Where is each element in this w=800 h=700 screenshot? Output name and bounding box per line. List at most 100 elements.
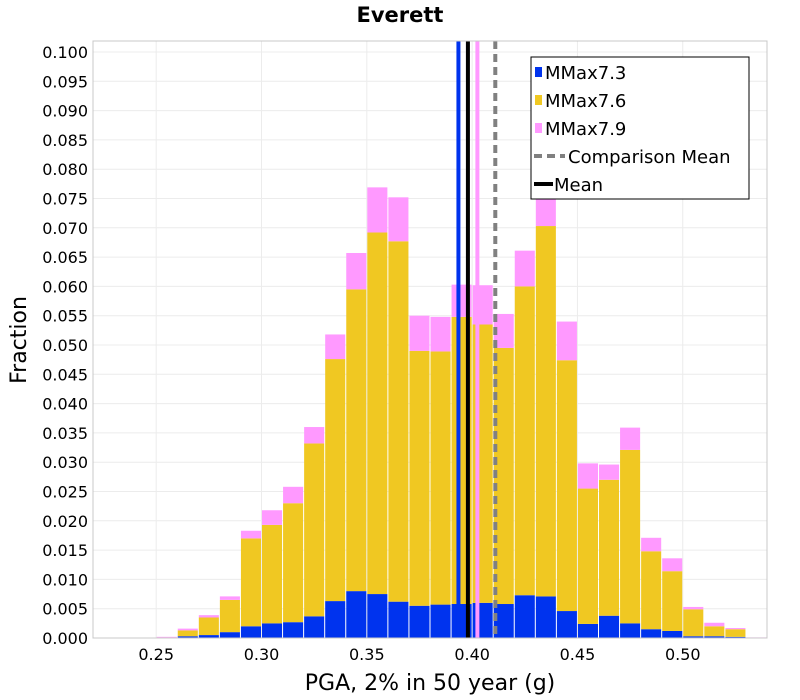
- bar-mmax7-3: [240, 626, 261, 638]
- bar-mmax7-6: [388, 241, 409, 602]
- bar-mmax7-9: [683, 606, 704, 610]
- bar-mmax7-3: [198, 635, 219, 638]
- legend-swatch: [535, 123, 542, 133]
- x-tick-label: 0.45: [560, 645, 596, 664]
- y-tick-label: 0.080: [42, 160, 88, 179]
- bars: [156, 180, 767, 638]
- legend-label: Mean: [554, 175, 603, 196]
- y-tick-label: 0.085: [42, 131, 88, 150]
- bar-mmax7-3: [514, 595, 535, 638]
- x-tick-label: 0.50: [665, 645, 701, 664]
- y-tick-label: 0.020: [42, 512, 88, 531]
- legend-label: MMax7.6: [545, 91, 626, 112]
- bar-mmax7-3: [219, 632, 240, 638]
- bar-mmax7-9: [156, 636, 177, 638]
- bar-mmax7-6: [556, 360, 577, 612]
- y-tick-label: 0.035: [42, 424, 88, 443]
- bar-mmax7-3: [325, 601, 346, 638]
- bar-mmax7-6: [283, 503, 304, 623]
- y-tick-label: 0.045: [42, 365, 88, 384]
- bar-mmax7-6: [219, 599, 240, 633]
- bar-mmax7-3: [388, 601, 409, 638]
- bar-mmax7-9: [304, 427, 325, 444]
- grid: [93, 41, 767, 639]
- bar-mmax7-3: [662, 630, 683, 638]
- bar-mmax7-9: [430, 316, 451, 352]
- bar-mmax7-6: [240, 538, 261, 627]
- bar-mmax7-9: [725, 628, 746, 630]
- bar-mmax7-3: [683, 636, 704, 638]
- legend-swatch: [535, 67, 542, 77]
- bar-mmax7-6: [577, 488, 598, 624]
- bar-mmax7-9: [325, 334, 346, 360]
- bar-mmax7-6: [683, 609, 704, 637]
- bar-mmax7-3: [283, 622, 304, 638]
- legend-box: [530, 56, 750, 200]
- bar-mmax7-6: [662, 571, 683, 631]
- bar-mmax7-6: [325, 359, 346, 602]
- legend-swatch: [535, 95, 542, 105]
- bar-mmax7-3: [304, 616, 325, 638]
- bar-mmax7-3: [641, 629, 662, 638]
- bar-mmax7-6: [493, 347, 514, 605]
- y-tick-label: 0.065: [42, 248, 88, 267]
- bar-mmax7-9: [577, 463, 598, 489]
- y-tick-label: 0.075: [42, 190, 88, 209]
- y-tick-label: 0.070: [42, 219, 88, 238]
- legend-label: MMax7.3: [545, 63, 626, 84]
- x-tick-label: 0.30: [244, 645, 280, 664]
- bar-mmax7-3: [599, 615, 620, 638]
- y-tick-label: 0.100: [42, 43, 88, 62]
- legend-label: MMax7.9: [545, 119, 626, 140]
- bar-mmax7-6: [304, 443, 325, 617]
- bar-mmax7-3: [177, 636, 198, 638]
- y-tick-label: 0.060: [42, 277, 88, 296]
- legend-label: Comparison Mean: [568, 147, 731, 168]
- y-tick-label: 0.025: [42, 483, 88, 502]
- y-tick-label: 0.040: [42, 395, 88, 414]
- y-tick-label: 0.055: [42, 307, 88, 326]
- bar-mmax7-3: [430, 604, 451, 638]
- bar-mmax7-3: [577, 623, 598, 638]
- bar-mmax7-9: [599, 464, 620, 480]
- mean-lines: [456, 41, 498, 638]
- y-tick-label: 0.095: [42, 72, 88, 91]
- bar-mmax7-9: [641, 537, 662, 552]
- bar-mmax7-6: [430, 351, 451, 605]
- y-tick-label: 0.000: [42, 629, 88, 648]
- bar-mmax7-9: [409, 315, 430, 351]
- bar-mmax7-3: [493, 604, 514, 638]
- chart-title: Everett: [357, 3, 444, 27]
- bar-mmax7-9: [198, 615, 219, 618]
- bar-mmax7-6: [725, 629, 746, 637]
- bar-mmax7-9: [346, 252, 367, 290]
- bar-mmax7-3: [346, 591, 367, 638]
- bar-mmax7-9: [262, 510, 283, 525]
- x-axis-label: PGA, 2% in 50 year (g): [305, 671, 556, 696]
- bar-mmax7-9: [556, 321, 577, 361]
- bar-mmax7-3: [367, 594, 388, 638]
- bar-mmax7-6: [409, 350, 430, 606]
- y-axis-ticks: 0.000 0.005 0.010 0.015 0.020 0.025 0.030 0.035…: [42, 43, 88, 648]
- bar-mmax7-3: [725, 636, 746, 638]
- bar-mmax7-9: [620, 427, 641, 450]
- bar-mmax7-9: [177, 628, 198, 631]
- bar-mmax7-9: [283, 486, 304, 504]
- bar-mmax7-6: [599, 479, 620, 616]
- bar-mmax7-6: [620, 449, 641, 624]
- bar-mmax7-6: [198, 617, 219, 636]
- bar-mmax7-9: [240, 530, 261, 539]
- bar-mmax7-9: [704, 622, 725, 627]
- bar-mmax7-9: [493, 313, 514, 348]
- x-tick-label: 0.25: [138, 645, 174, 664]
- x-axis-ticks: 0.25 0.30 0.35 0.40 0.45 0.50: [138, 645, 700, 664]
- bar-mmax7-9: [367, 187, 388, 233]
- plot-frame: [92, 40, 768, 639]
- bar-mmax7-6: [535, 226, 556, 597]
- y-axis-label: Fraction: [7, 296, 32, 384]
- bar-mmax7-9: [662, 558, 683, 572]
- x-tick-label: 0.35: [349, 645, 385, 664]
- bar-mmax7-3: [556, 611, 577, 638]
- bar-mmax7-9: [219, 596, 240, 600]
